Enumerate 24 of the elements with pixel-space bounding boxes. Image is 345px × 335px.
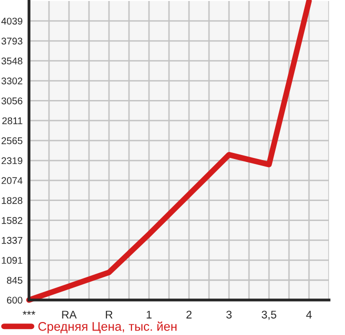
y-tick-label: 2811	[2, 117, 22, 124]
y-tick-label: 3793	[1, 38, 22, 45]
y-tick-label: 1091	[2, 256, 22, 264]
y-tick-label: 3302	[1, 77, 22, 84]
y-tick-label: 2319	[2, 157, 22, 164]
legend-label: Средняя Цена, тыс. йен	[38, 321, 176, 334]
x-tick-label: RA	[62, 310, 77, 318]
y-tick-label: 4039	[1, 18, 22, 25]
x-tick-label: ***	[22, 310, 36, 315]
x-tick-label: R	[106, 310, 112, 318]
x-tick-label: 1	[146, 310, 152, 318]
y-tick-label: 1582	[2, 217, 22, 224]
y-tick-label: 2565	[2, 137, 22, 144]
x-tick-label: 4	[306, 310, 312, 318]
x-tick-label: 2	[186, 310, 192, 318]
y-tick-label: 3548	[1, 58, 22, 64]
y-tick-label: 3056	[1, 97, 22, 104]
x-tick-label: 3	[226, 310, 232, 319]
x-tick-label: 3,5	[262, 310, 276, 320]
y-tick-label: 1337	[2, 236, 22, 244]
y-tick-label: 2074	[2, 177, 22, 184]
y-tick-label: 600	[7, 296, 22, 304]
y-tick-label: 845	[6, 276, 22, 284]
y-tick-label: 1828	[2, 197, 22, 204]
